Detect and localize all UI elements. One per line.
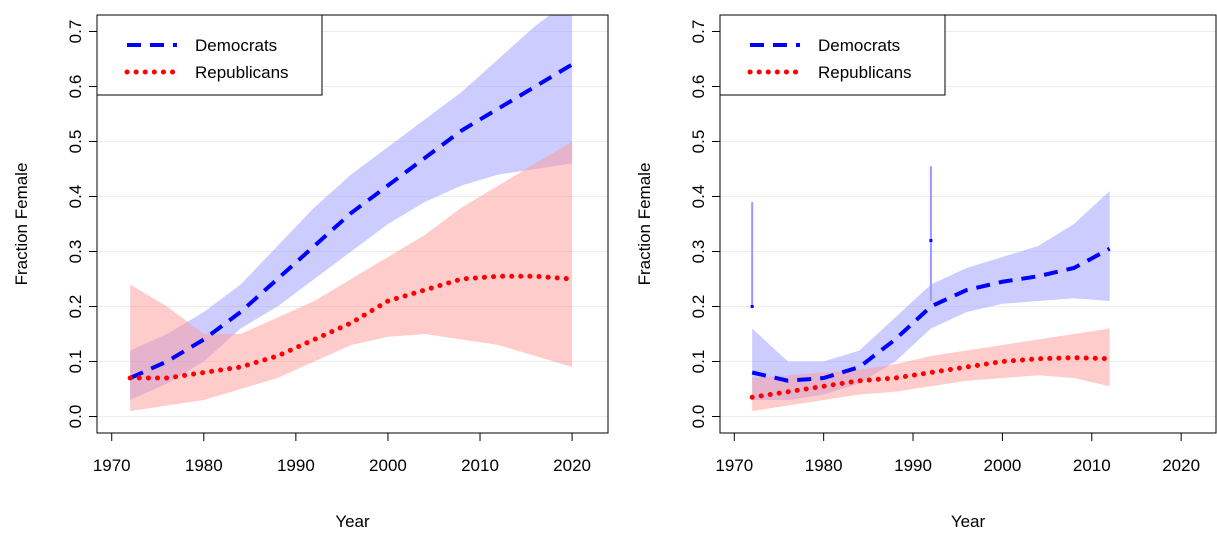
confidence-band <box>130 15 573 400</box>
x-tick-label: 1990 <box>894 456 932 475</box>
isolated-point <box>929 239 933 242</box>
legend-label: Republicans <box>195 63 289 82</box>
x-tick-label: 2000 <box>983 456 1021 475</box>
legend-box <box>96 14 323 96</box>
x-tick-label: 2010 <box>461 456 499 475</box>
y-axis-label: Fraction Female <box>635 163 654 286</box>
y-tick-label: 0.7 <box>689 20 708 44</box>
y-tick-label: 0.3 <box>689 240 708 264</box>
legend: Democrats Republicans <box>719 14 946 96</box>
x-tick-label: 1970 <box>93 456 131 475</box>
confidence-band <box>752 328 1110 411</box>
x-axis-label: Year <box>951 512 986 531</box>
y-tick-label: 0.4 <box>689 185 708 209</box>
legend: Democrats Republicans <box>96 14 323 96</box>
plot-area <box>720 31 1216 417</box>
y-tick-label: 0.0 <box>66 405 85 429</box>
y-tick-label: 0.2 <box>66 295 85 319</box>
y-tick-label: 0.3 <box>66 240 85 264</box>
y-tick-label: 0.6 <box>66 75 85 99</box>
y-tick-label: 0.5 <box>66 130 85 154</box>
x-tick-label: 1990 <box>277 456 315 475</box>
legend-label: Democrats <box>818 36 900 55</box>
x-tick-label: 1980 <box>185 456 223 475</box>
series-line <box>751 246 1111 383</box>
y-tick-label: 0.2 <box>689 295 708 319</box>
series-line <box>127 273 575 381</box>
y-tick-label: 0.4 <box>66 185 85 209</box>
y-tick-label: 0.7 <box>66 20 85 44</box>
x-axis-label: Year <box>335 512 370 531</box>
confidence-band <box>130 141 573 411</box>
isolated-point <box>750 305 754 308</box>
y-axis-label: Fraction Female <box>12 163 31 286</box>
panel: 0.0 0.1 0.2 0.3 0.4 0.5 0.6 0.7 1970 1980 1990 2000… <box>12 14 609 531</box>
x-tick-label: 2010 <box>1073 456 1111 475</box>
legend-box <box>719 14 946 96</box>
x-tick-label: 2020 <box>553 456 591 475</box>
plot-area <box>97 15 608 417</box>
x-tick-label: 1970 <box>715 456 753 475</box>
plot-frame <box>96 14 609 434</box>
plot-frame <box>719 14 1217 434</box>
legend-label: Republicans <box>818 63 912 82</box>
y-tick-label: 0.1 <box>66 350 85 374</box>
series-line <box>129 62 574 380</box>
y-tick-label: 0.5 <box>689 130 708 154</box>
legend-label: Democrats <box>195 36 277 55</box>
y-tick-label: 0.6 <box>689 75 708 99</box>
panel: 0.0 0.1 0.2 0.3 0.4 0.5 0.6 0.7 1970 1980 1990 2000… <box>635 14 1217 531</box>
y-tick-label: 0.0 <box>689 405 708 429</box>
series-line <box>749 355 1113 400</box>
x-tick-label: 2000 <box>369 456 407 475</box>
x-tick-label: 2020 <box>1162 456 1200 475</box>
y-tick-label: 0.1 <box>689 350 708 374</box>
x-tick-label: 1980 <box>805 456 843 475</box>
